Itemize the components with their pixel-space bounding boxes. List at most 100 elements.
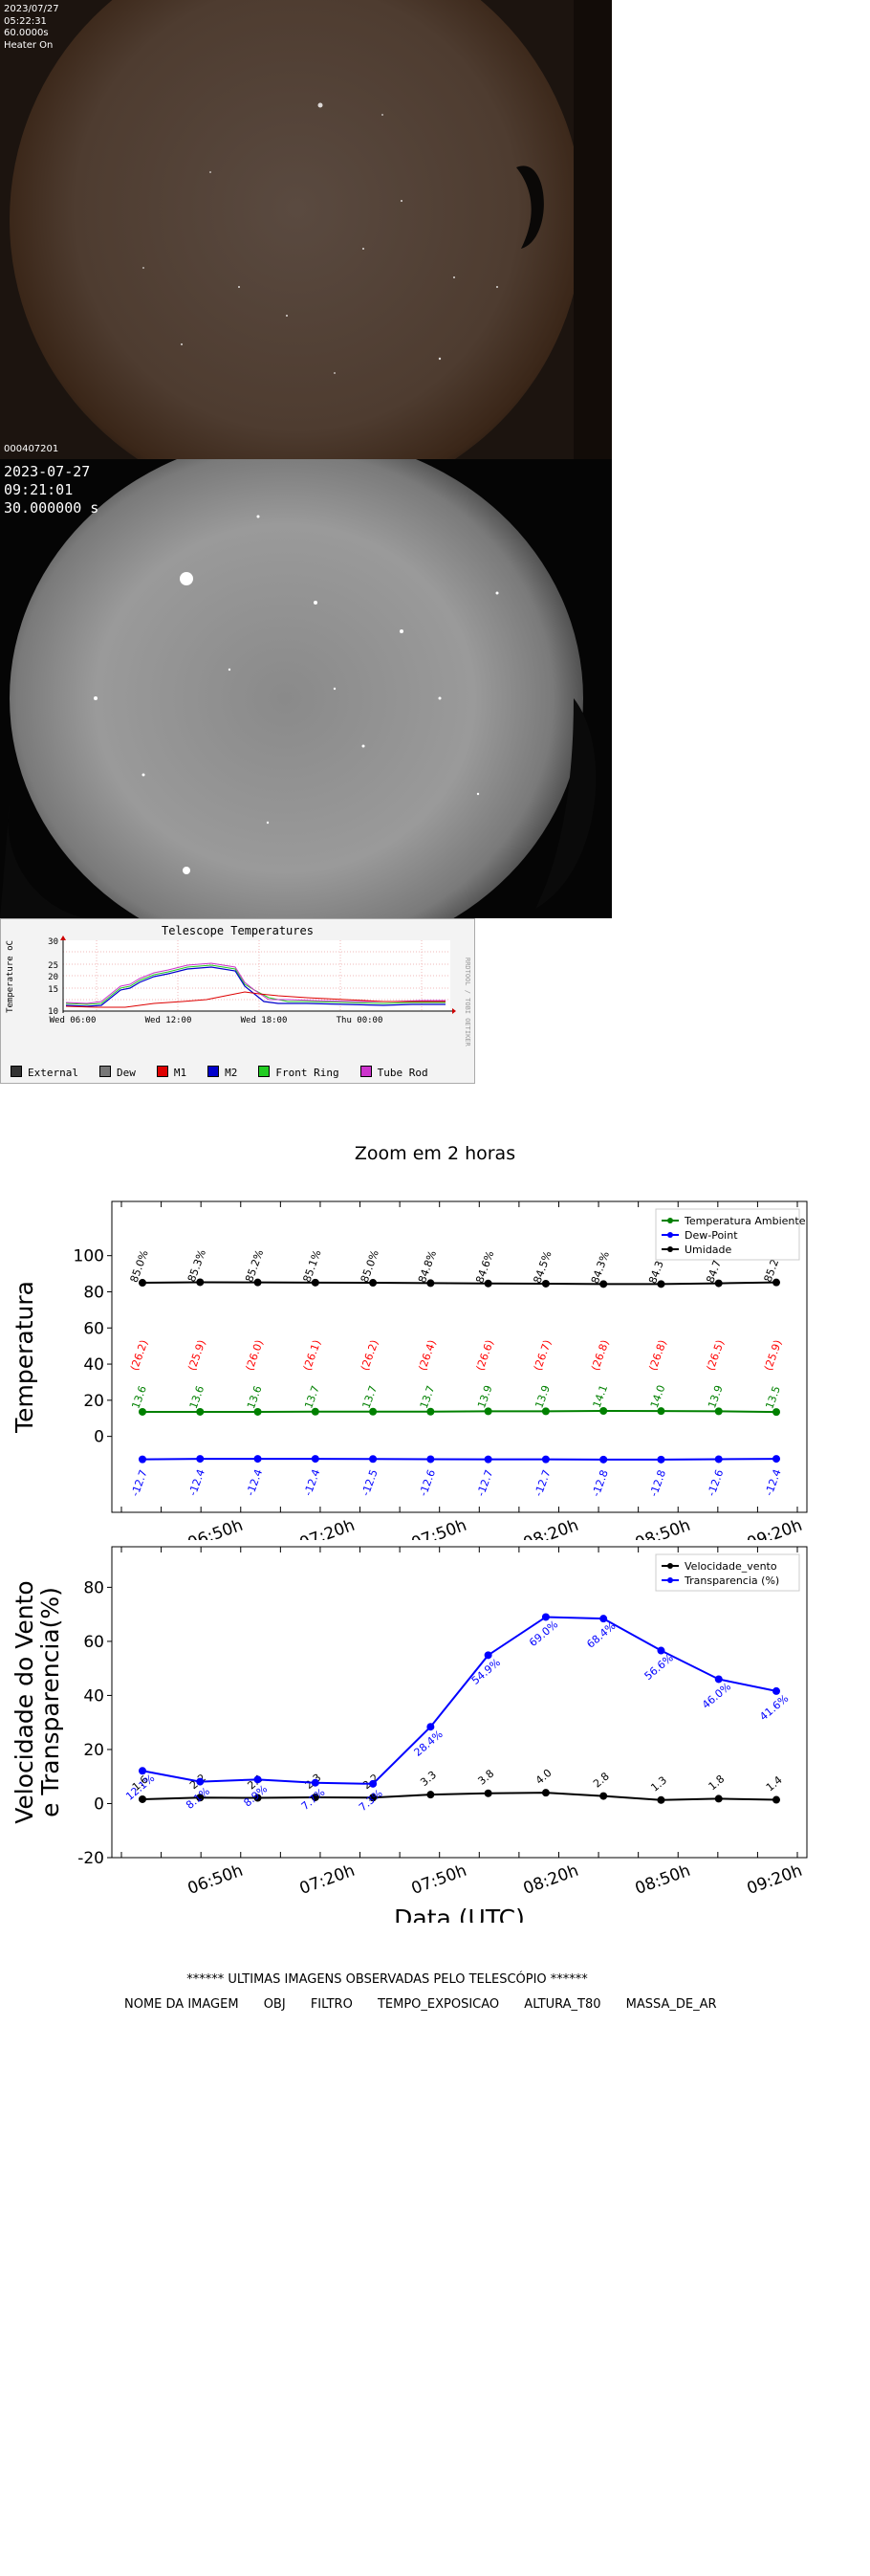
extra-data-label: (26.4) — [416, 1338, 439, 1373]
data-point — [714, 1407, 723, 1416]
data-point — [139, 1407, 146, 1416]
recent-images-header: ****** ULTIMAS IMAGENS OBSERVADAS PELO T… — [186, 1972, 588, 1987]
telescope-ytick: 10 — [48, 1007, 58, 1017]
legend-label: Transparencia (%) — [684, 1574, 779, 1587]
camera1-frame-id: 000407201 — [4, 444, 59, 454]
x-tick-label: 09:20h — [745, 1516, 805, 1540]
sky-fisheye-image — [0, 0, 612, 459]
telescope-ytick: 25 — [48, 961, 58, 971]
x-tick-label: 08:50h — [633, 1516, 693, 1540]
m1-line — [65, 991, 446, 1008]
legend-item-front-ring: Front Ring — [258, 1066, 339, 1079]
data-label: 13.6 — [245, 1384, 265, 1410]
data-point — [311, 1793, 319, 1801]
data-label: -12.4 — [302, 1467, 323, 1497]
data-label: 14.0 — [648, 1383, 668, 1409]
data-point — [657, 1280, 665, 1288]
y-axis-label: e Transparencia(%) — [36, 1587, 64, 1817]
telescope-legend: External Dew M1 M2 Front Ring Tube Rod — [11, 1066, 428, 1079]
data-point — [196, 1278, 205, 1287]
data-label: 84.8% — [416, 1249, 439, 1285]
data-point — [772, 1795, 780, 1804]
data-point — [484, 1279, 492, 1288]
data-label: 68.4% — [584, 1619, 618, 1650]
data-label: 85.3% — [185, 1248, 208, 1284]
legend-item-tube-rod: Tube Rod — [359, 1066, 428, 1079]
data-point — [484, 1407, 492, 1416]
allsky-camera-image-2: 2023-07-27 09:21:01 30.000000 s — [0, 459, 612, 918]
data-label: 13.7 — [418, 1384, 438, 1410]
data-point — [369, 1279, 378, 1288]
x-tick-label: 06:50h — [185, 1861, 246, 1899]
data-point — [253, 1407, 262, 1416]
data-point — [139, 1794, 146, 1803]
data-point — [253, 1794, 262, 1802]
data-point — [772, 1686, 780, 1695]
data-label: 46.0% — [700, 1681, 733, 1711]
legend-label: Umidade — [685, 1244, 732, 1256]
camera2-time: 09:21:01 — [4, 480, 74, 498]
y-tick-label: 20 — [83, 1392, 104, 1411]
legend-item-m1: M1 — [156, 1066, 186, 1079]
data-point — [311, 1778, 319, 1787]
data-label: 85.2% — [243, 1248, 266, 1284]
data-label: 1.8 — [707, 1772, 728, 1793]
data-point — [599, 1406, 608, 1415]
data-label: -12.4 — [244, 1467, 265, 1497]
extra-data-label: (26.6) — [474, 1338, 497, 1373]
data-label: 84.3% — [589, 1250, 612, 1286]
data-label: 2.8 — [591, 1770, 612, 1790]
data-label: 84.5% — [532, 1249, 555, 1285]
camera2-exposure: 30.000000 s — [4, 498, 99, 517]
data-point — [369, 1794, 378, 1802]
data-label: 13.9 — [475, 1383, 495, 1409]
allsky-camera-image-1: 2023/07/27 05:22:31 60.0000s Heater On 0… — [0, 0, 612, 459]
data-point — [139, 1455, 146, 1464]
camera1-overlay: 2023/07/27 05:22:31 60.0000s Heater On — [4, 4, 59, 52]
data-point — [139, 1279, 146, 1288]
sky-fisheye-image-gray — [0, 459, 612, 918]
data-label: -12.6 — [705, 1468, 726, 1498]
rrdtool-credit: RRDTOOL / TOBI OETIKER — [464, 958, 471, 1047]
x-tick-label: 09:20h — [745, 1861, 805, 1899]
data-label: 8.9% — [241, 1783, 270, 1810]
data-point — [714, 1675, 723, 1684]
legend-marker — [667, 1577, 673, 1583]
legend-swatch-icon — [156, 1066, 168, 1077]
data-point — [541, 1789, 550, 1797]
data-point — [311, 1407, 319, 1416]
data-label: 85.1% — [300, 1248, 323, 1284]
plot-frame — [111, 1546, 808, 1859]
legend-label: Dew-Point — [685, 1229, 738, 1242]
data-label: 13.6 — [187, 1384, 207, 1410]
data-point — [657, 1795, 665, 1804]
data-label: 13.7 — [360, 1384, 381, 1410]
data-label: 13.6 — [129, 1384, 149, 1410]
data-label: 14.1 — [591, 1383, 611, 1409]
data-label: 1.4 — [764, 1773, 785, 1794]
telescope-temperatures-panel: Telescope Temperatures Temperature oC RR… — [0, 918, 475, 1084]
y-tick-label: 40 — [83, 1686, 104, 1706]
data-label: 13.5 — [763, 1384, 783, 1410]
data-point — [311, 1278, 319, 1287]
data-label: 13.9 — [533, 1383, 553, 1409]
legend-swatch-icon — [98, 1066, 111, 1077]
data-point — [657, 1455, 665, 1464]
data-point — [772, 1278, 780, 1287]
data-point — [369, 1779, 378, 1788]
tube-rod-line — [65, 962, 446, 1004]
zoom-title: Zoom em 2 horas — [354, 1143, 516, 1164]
data-label: -12.4 — [763, 1467, 784, 1497]
data-point — [714, 1279, 723, 1288]
telescope-ytick: 15 — [48, 985, 58, 995]
telescope-xtick: Wed 06:00 — [50, 1016, 97, 1025]
series-line — [142, 1409, 777, 1414]
y-tick-label: 100 — [74, 1247, 104, 1266]
data-label: 41.6% — [757, 1692, 791, 1723]
plot-frame — [111, 1200, 808, 1513]
y-tick-label: 60 — [83, 1319, 104, 1338]
extra-data-label: (25.9) — [185, 1338, 208, 1373]
telescope-xtick: Wed 18:00 — [241, 1016, 288, 1025]
series-line — [141, 1792, 777, 1801]
legend-swatch-icon — [207, 1066, 220, 1077]
